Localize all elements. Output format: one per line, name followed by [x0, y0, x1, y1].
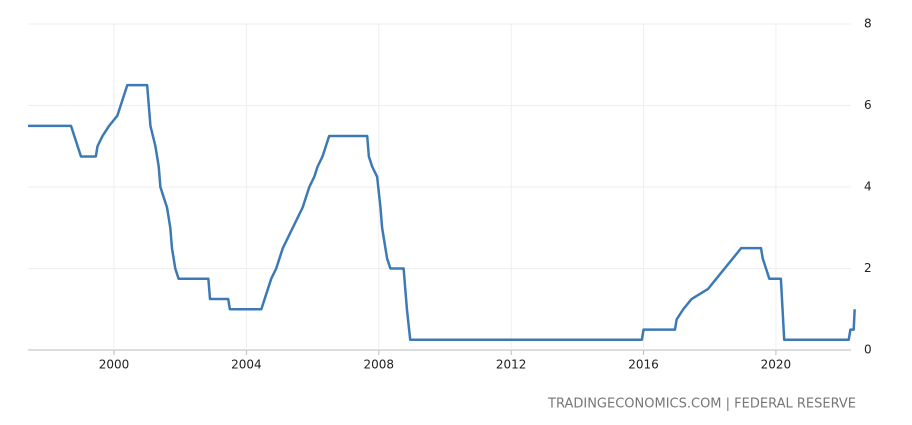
x-tick-label: 2004	[231, 358, 262, 372]
x-tick-label: 2020	[761, 358, 792, 372]
y-tick-label: 8	[864, 17, 872, 31]
y-tick-label: 6	[864, 98, 872, 112]
x-tick-label: 2012	[496, 358, 527, 372]
x-tick-label: 2016	[628, 358, 659, 372]
line-series	[28, 83, 856, 342]
y-tick-label: 2	[864, 261, 872, 275]
source: TRADINGECONOMICS.COM | FEDERAL RESERVE	[547, 397, 856, 412]
x-tick-label: 2000	[99, 358, 130, 372]
y-tick-label: 0	[864, 343, 872, 357]
y-tick-label: 4	[864, 180, 872, 194]
x-tick-label: 2008	[364, 358, 395, 372]
